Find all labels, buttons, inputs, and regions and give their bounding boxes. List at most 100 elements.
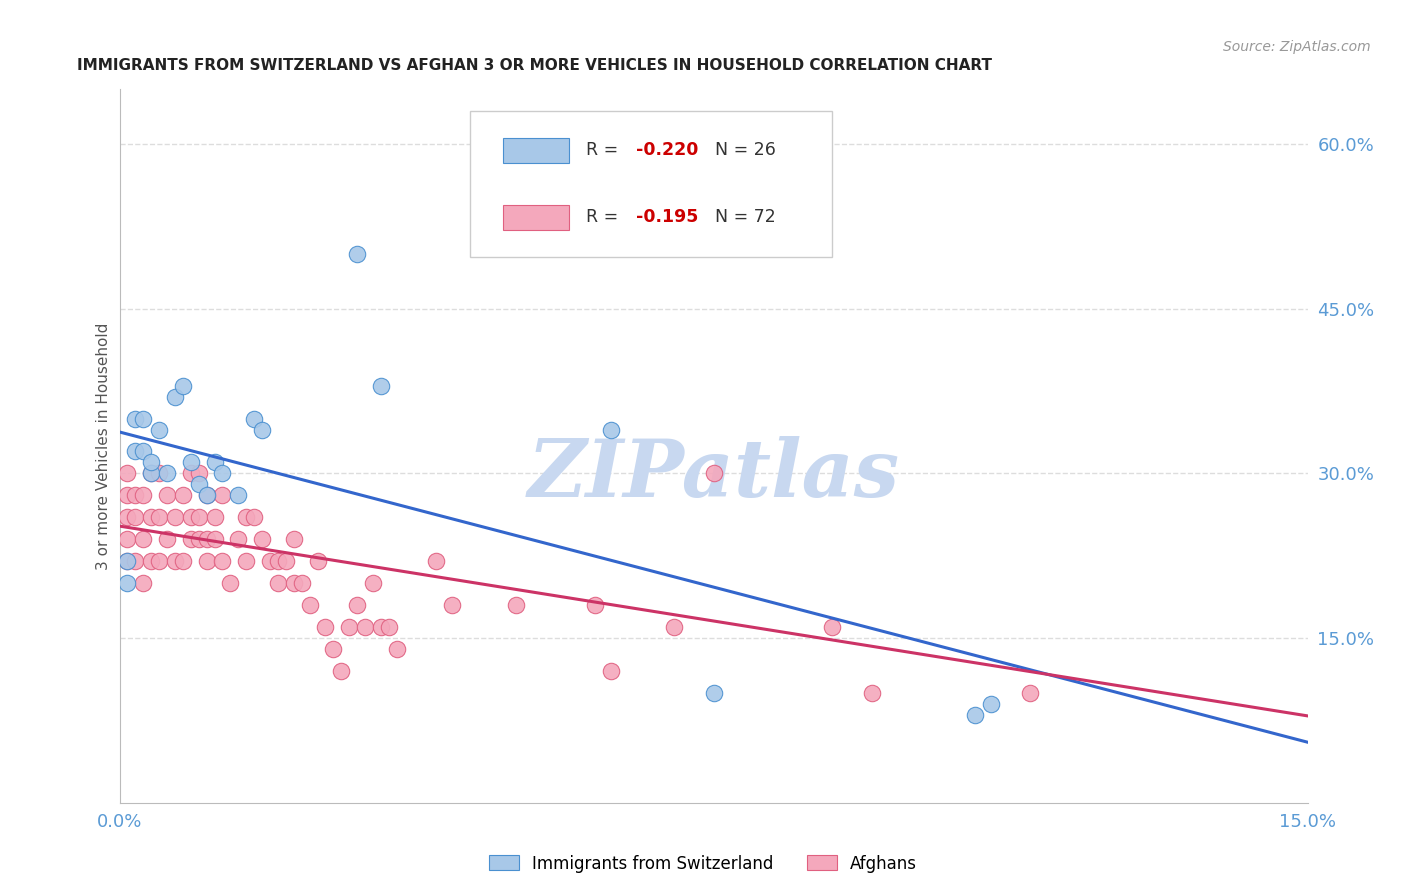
- Point: [132, 444, 155, 458]
- Point: [163, 390, 186, 404]
- Point: [211, 467, 233, 481]
- Point: [204, 455, 226, 469]
- Point: [662, 620, 685, 634]
- Point: [141, 467, 163, 481]
- Point: [117, 467, 139, 481]
- Point: [235, 510, 257, 524]
- Point: [172, 554, 194, 568]
- Point: [346, 598, 368, 612]
- Point: [195, 533, 218, 547]
- FancyBboxPatch shape: [503, 137, 568, 162]
- Point: [425, 554, 447, 568]
- Point: [141, 510, 163, 524]
- Point: [291, 576, 314, 591]
- Point: [259, 554, 281, 568]
- Point: [702, 686, 725, 700]
- Point: [180, 467, 202, 481]
- Point: [211, 488, 233, 502]
- Point: [117, 576, 139, 591]
- Point: [124, 444, 146, 458]
- Point: [228, 533, 250, 547]
- Point: [132, 533, 155, 547]
- Point: [370, 378, 392, 392]
- Point: [187, 533, 209, 547]
- Point: [141, 455, 163, 469]
- Point: [163, 510, 186, 524]
- Point: [117, 510, 139, 524]
- Point: [117, 533, 139, 547]
- Point: [250, 423, 273, 437]
- Point: [180, 510, 202, 524]
- Point: [117, 554, 139, 568]
- Point: [187, 477, 209, 491]
- Point: [378, 620, 401, 634]
- Point: [124, 411, 146, 425]
- Point: [520, 192, 543, 206]
- Text: N = 26: N = 26: [714, 141, 776, 159]
- Point: [132, 488, 155, 502]
- Text: -0.220: -0.220: [637, 141, 699, 159]
- Point: [267, 554, 290, 568]
- Point: [274, 554, 297, 568]
- Point: [441, 598, 464, 612]
- Point: [156, 467, 179, 481]
- Point: [250, 533, 273, 547]
- Point: [354, 620, 377, 634]
- Point: [117, 554, 139, 568]
- Point: [204, 510, 226, 524]
- Y-axis label: 3 or more Vehicles in Household: 3 or more Vehicles in Household: [96, 322, 111, 570]
- Point: [124, 510, 146, 524]
- Point: [702, 467, 725, 481]
- Point: [204, 533, 226, 547]
- Point: [243, 411, 266, 425]
- Point: [267, 576, 290, 591]
- Point: [337, 620, 360, 634]
- Point: [298, 598, 321, 612]
- Legend: Immigrants from Switzerland, Afghans: Immigrants from Switzerland, Afghans: [482, 848, 924, 880]
- Text: ZIPatlas: ZIPatlas: [527, 436, 900, 513]
- Point: [141, 554, 163, 568]
- Text: N = 72: N = 72: [714, 209, 776, 227]
- Point: [141, 467, 163, 481]
- Point: [148, 510, 170, 524]
- Point: [505, 598, 527, 612]
- Point: [187, 510, 209, 524]
- Point: [361, 576, 384, 591]
- Point: [180, 533, 202, 547]
- Point: [235, 554, 257, 568]
- Point: [219, 576, 242, 591]
- Point: [124, 488, 146, 502]
- Text: R =: R =: [586, 141, 624, 159]
- Point: [172, 378, 194, 392]
- Point: [283, 533, 305, 547]
- Point: [307, 554, 329, 568]
- Point: [172, 488, 194, 502]
- Point: [385, 642, 408, 657]
- Point: [980, 697, 1002, 711]
- Point: [599, 664, 621, 678]
- Point: [132, 576, 155, 591]
- Point: [1019, 686, 1042, 700]
- Point: [963, 708, 986, 723]
- Point: [211, 554, 233, 568]
- Point: [148, 467, 170, 481]
- Point: [180, 455, 202, 469]
- Point: [370, 620, 392, 634]
- FancyBboxPatch shape: [470, 111, 832, 257]
- Point: [283, 576, 305, 591]
- Text: Source: ZipAtlas.com: Source: ZipAtlas.com: [1223, 40, 1371, 54]
- Text: IMMIGRANTS FROM SWITZERLAND VS AFGHAN 3 OR MORE VEHICLES IN HOUSEHOLD CORRELATIO: IMMIGRANTS FROM SWITZERLAND VS AFGHAN 3 …: [77, 58, 993, 73]
- Point: [195, 488, 218, 502]
- Point: [187, 467, 209, 481]
- Point: [132, 411, 155, 425]
- Point: [228, 488, 250, 502]
- Point: [599, 423, 621, 437]
- Point: [148, 554, 170, 568]
- Point: [156, 488, 179, 502]
- Point: [156, 533, 179, 547]
- FancyBboxPatch shape: [503, 205, 568, 230]
- Point: [163, 554, 186, 568]
- Point: [195, 554, 218, 568]
- Point: [314, 620, 336, 634]
- Point: [117, 488, 139, 502]
